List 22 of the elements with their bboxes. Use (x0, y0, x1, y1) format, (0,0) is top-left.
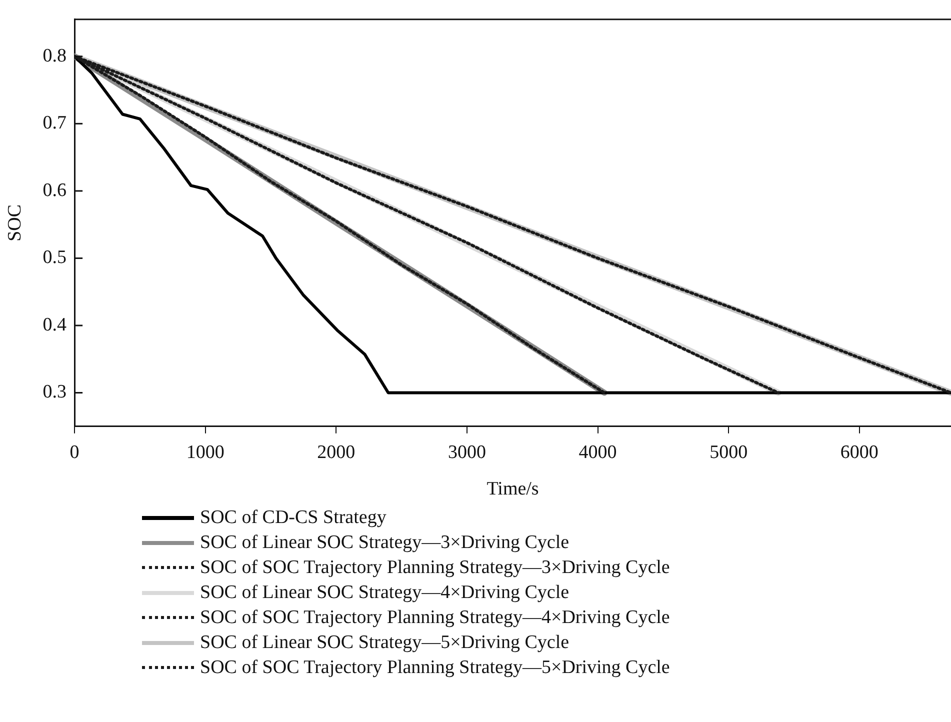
x-tick-label: 5000 (710, 442, 748, 463)
x-tick-label: 4000 (578, 442, 617, 463)
legend-label: SOC of Linear SOC Strategy—3×Driving Cycle (200, 531, 570, 555)
legend-label: SOC of Linear SOC Strategy—4×Driving Cycle (200, 581, 570, 605)
y-tick-label: 0.7 (42, 112, 67, 134)
y-axis-title: SOC (4, 204, 26, 242)
legend-label: SOC of SOC Trajectory Planning Strategy—5×Driving Cycle (200, 656, 670, 680)
x-tick-label: 6000 (840, 442, 878, 463)
y-tick-label: 0.4 (42, 314, 68, 336)
y-tick-label: 0.5 (42, 247, 67, 268)
x-tick-label: 2000 (317, 442, 356, 463)
y-tick-label: 0.8 (42, 45, 67, 66)
y-tick-label: 0.3 (42, 382, 67, 403)
x-axis-title: Time/s (486, 478, 539, 500)
legend-label: SOC of SOC Trajectory Planning Strategy—4×Driving Cycle (200, 606, 670, 630)
x-tick-label: 0 (70, 442, 80, 463)
x-tick-label: 3000 (448, 442, 486, 463)
x-tick-label: 1000 (186, 442, 224, 463)
y-tick-label: 0.6 (42, 180, 67, 201)
legend-label: SOC of SOC Trajectory Planning Strategy—3×Driving Cycle (200, 556, 670, 580)
legend-label: SOC of CD-CS Strategy (200, 506, 386, 530)
legend-label: SOC of Linear SOC Strategy—5×Driving Cycle (200, 631, 570, 655)
